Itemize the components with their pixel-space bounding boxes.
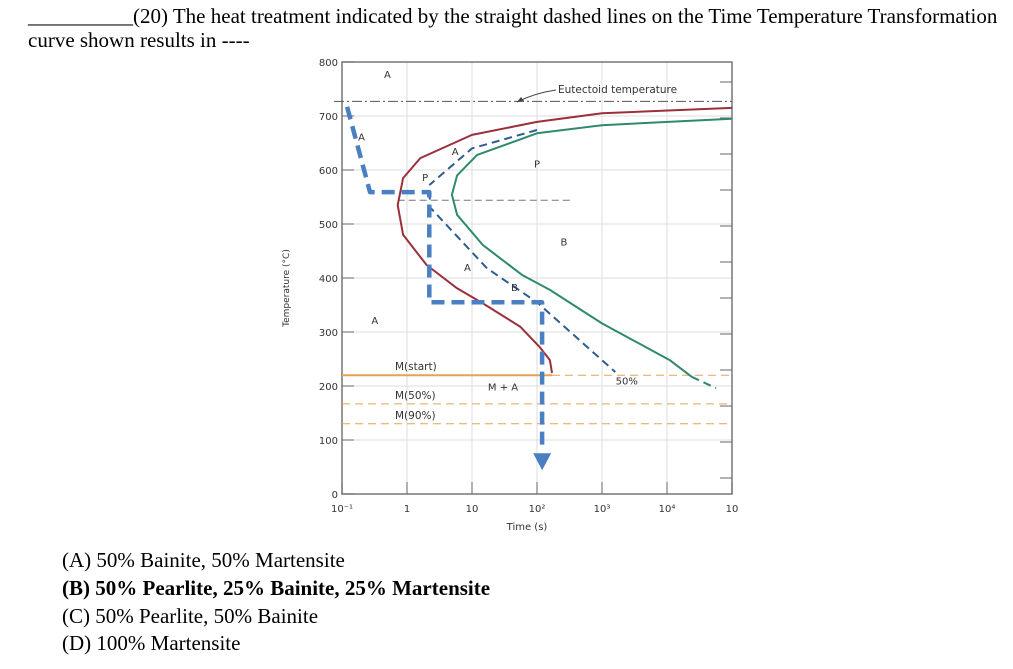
region-label: A	[358, 132, 365, 143]
option-c: (C) 50% Pearlite, 50% Bainite	[62, 604, 319, 628]
curve-half-lower	[428, 191, 616, 373]
x-tick-label: 10²	[529, 504, 546, 515]
region-label: A	[371, 316, 378, 327]
region-label: M + A	[488, 382, 518, 393]
curve-finish-dashed	[691, 375, 717, 390]
option-d: (D) 100% Martensite	[62, 631, 241, 655]
question-text: __________(20) The heat treatment indica…	[28, 4, 1008, 52]
region-label: 50%	[616, 376, 638, 387]
region-label: B	[561, 238, 568, 249]
y-tick-label: 800	[319, 58, 338, 69]
y-tick-label: 0	[332, 490, 338, 501]
curve-finish	[450, 117, 733, 378]
martensite-label: M(50%)	[395, 390, 436, 402]
x-tick-label: 10⁴	[659, 504, 676, 515]
question-body: (20) The heat treatment indicated by the…	[28, 4, 998, 52]
y-tick-label: 300	[319, 328, 338, 339]
x-tick-label: 1	[404, 504, 410, 515]
option-b: (B) 50% Pearlite, 25% Bainite, 25% Marte…	[62, 576, 491, 600]
y-tick-label: 400	[319, 274, 338, 285]
region-label: A	[452, 147, 459, 158]
y-tick-label: 200	[319, 382, 338, 393]
x-tick-label: 10	[466, 504, 479, 515]
x-axis-label: Time (s)	[506, 522, 548, 533]
curve-half	[428, 129, 538, 186]
y-tick-label: 700	[319, 112, 338, 123]
region-label: A	[464, 263, 471, 274]
y-tick-label: 100	[319, 436, 338, 447]
x-tick-label: 10³	[594, 504, 611, 515]
eutectoid-arrowhead	[517, 97, 524, 102]
y-tick-label: 600	[319, 166, 338, 177]
y-axis-label: Temperature (°C)	[282, 249, 292, 328]
eutectoid-label: Eutectoid temperature	[558, 84, 677, 96]
curve-path	[344, 106, 545, 451]
curve-start	[396, 106, 733, 374]
region-label: B	[511, 283, 518, 294]
answer-blank: __________	[28, 4, 133, 28]
martensite-label: M(90%)	[395, 410, 436, 422]
x-tick-label: 10⁻¹	[331, 504, 353, 515]
region-label: P	[422, 173, 428, 184]
y-tick-label: 500	[319, 220, 338, 231]
path-arrowhead	[533, 453, 552, 471]
martensite-label: M(start)	[395, 361, 437, 373]
x-tick-label: 10	[726, 504, 739, 515]
region-label: A	[384, 70, 391, 81]
region-label: P	[534, 159, 540, 170]
option-a: (A) 50% Bainite, 50% Martensite	[62, 548, 345, 572]
